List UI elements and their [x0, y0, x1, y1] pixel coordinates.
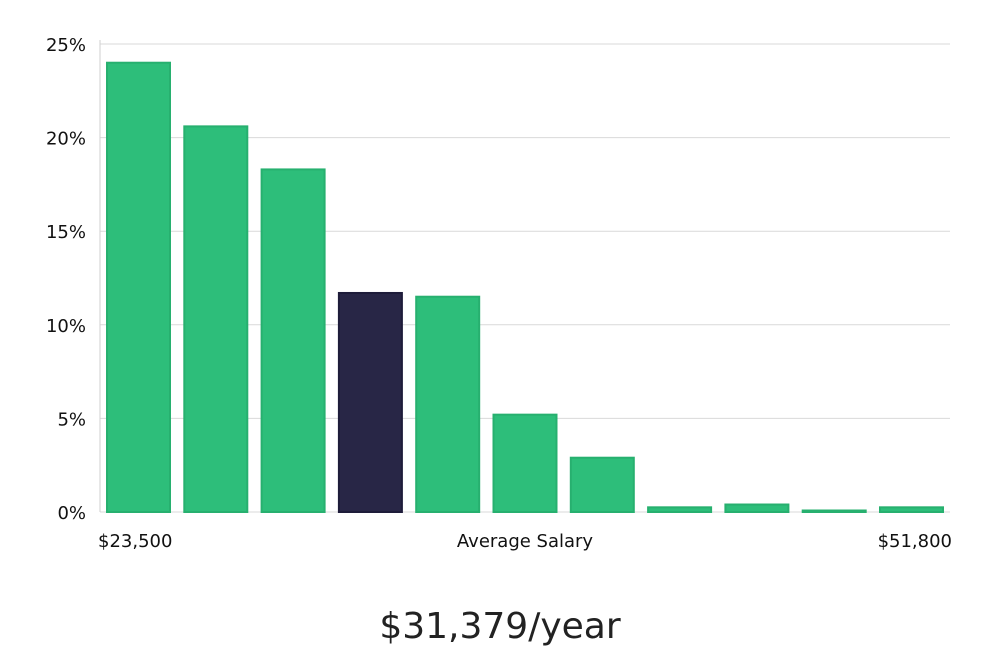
bar: [260, 168, 326, 513]
y-axis-ticks: 0% 5% 10% 15% 20% 25%: [46, 35, 86, 524]
y-tick-label: 20%: [46, 129, 86, 150]
bar: [724, 503, 790, 513]
bar: [106, 61, 171, 513]
y-tick-label: 10%: [46, 316, 86, 337]
bar: [801, 509, 867, 513]
y-tick-label: 25%: [46, 35, 86, 56]
bar: [569, 456, 635, 514]
bars: [106, 61, 944, 514]
bar: [183, 125, 249, 513]
bar: [647, 506, 713, 514]
salary-histogram: 0%5%10%15%20%25% $23,500 Average Salary …: [46, 35, 952, 552]
x-max-label: $51,800: [878, 531, 952, 552]
bar: [415, 295, 481, 513]
x-min-label: $23,500: [98, 531, 172, 552]
y-tick-label: 15%: [46, 222, 86, 243]
bar-highlighted: [337, 291, 403, 514]
y-tick-label: 0%: [57, 503, 86, 524]
bar: [492, 413, 558, 514]
average-salary-value: $31,379/year: [379, 606, 621, 647]
bar: [879, 506, 944, 514]
x-axis-title: Average Salary: [457, 531, 594, 552]
y-tick-label: 5%: [57, 409, 86, 430]
